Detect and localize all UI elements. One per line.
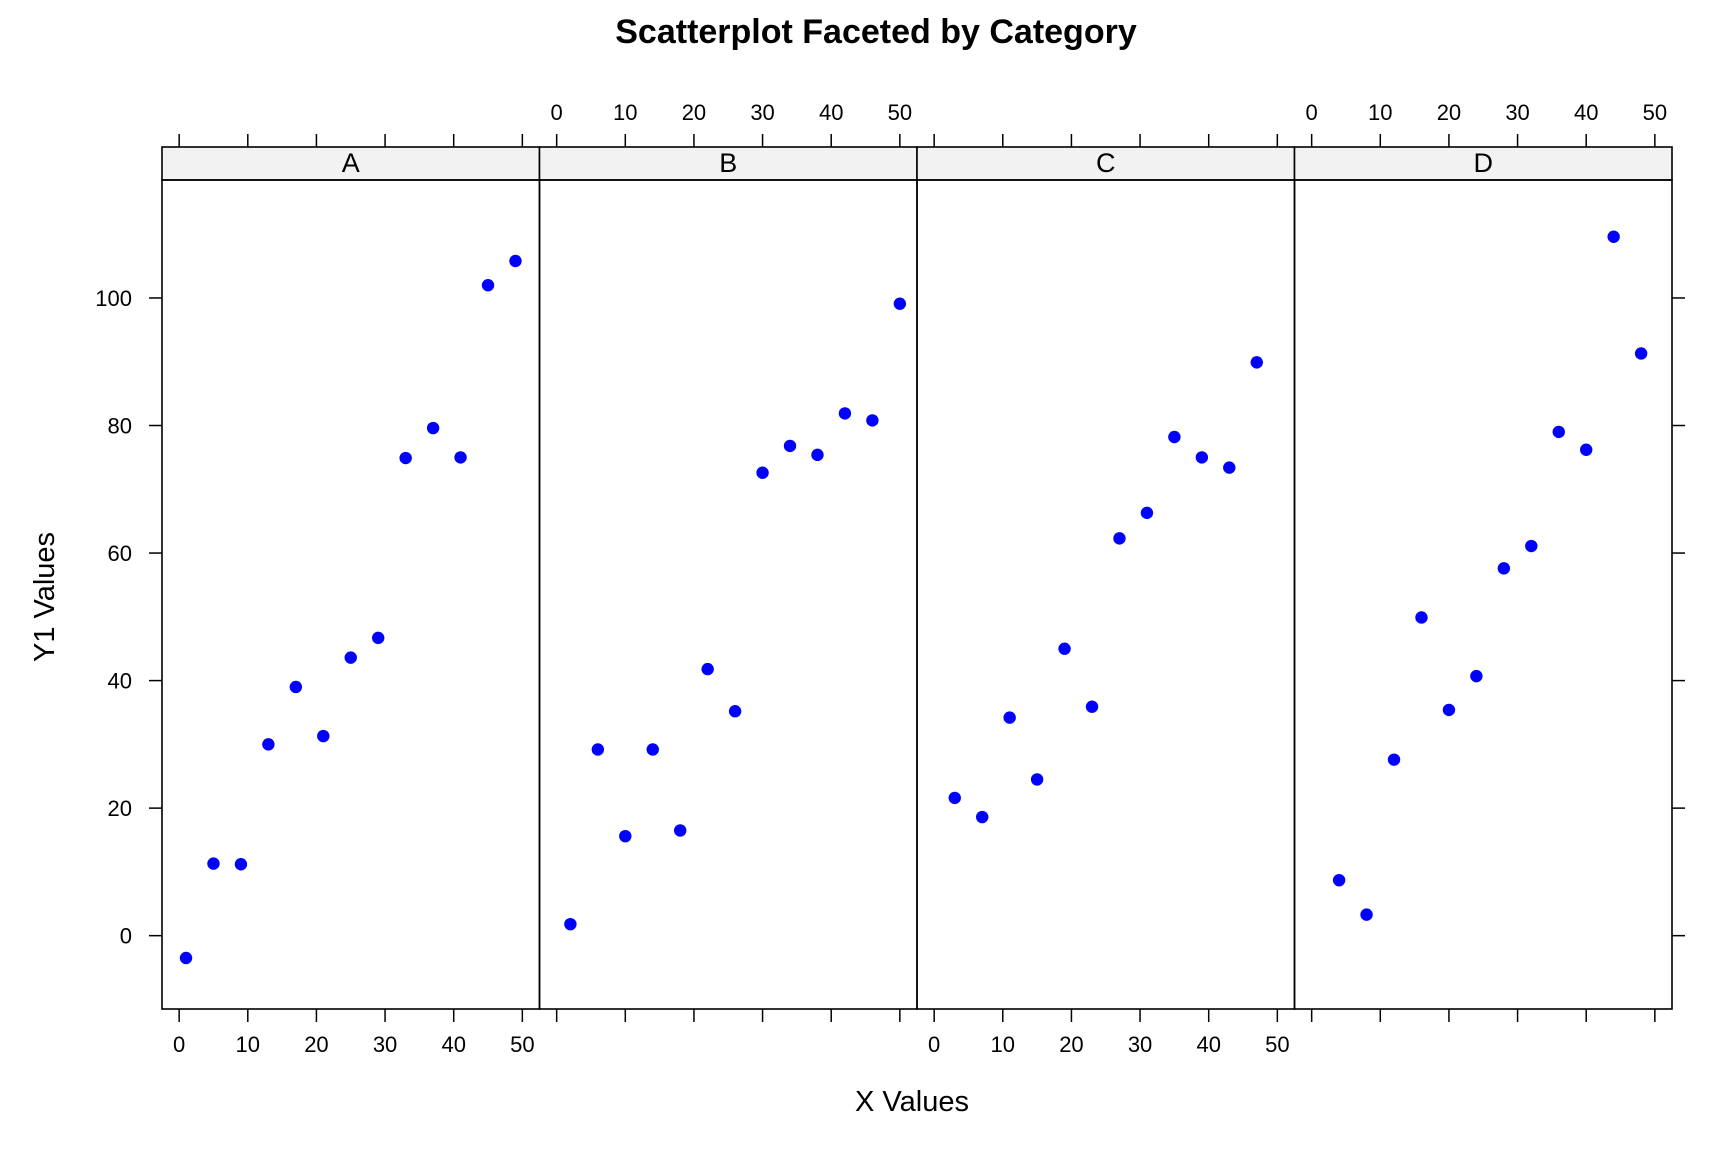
data-point-D [1387,753,1401,766]
data-point-C [1085,700,1099,713]
data-point-B [701,662,714,676]
x-tick-label: 20 [1437,100,1461,125]
data-point-C [948,791,961,805]
data-point-A [317,729,330,743]
chart-title: Scatterplot Faceted by Category [615,13,1137,51]
x-tick-label: 30 [1505,100,1529,125]
x-tick-label: 30 [1128,1032,1152,1057]
data-point-B [674,824,687,837]
data-point-A [234,858,248,871]
data-point-B [646,743,659,756]
panel-frame-D [1293,179,1673,1010]
x-tick-label: 10 [236,1032,260,1057]
data-point-D [1525,539,1538,553]
data-point-C [1003,711,1016,724]
x-tick-label: 50 [888,100,912,125]
x-tick-label: 20 [304,1032,328,1057]
y-tick-label: 60 [108,541,132,566]
data-point-A [289,680,303,694]
strip-C [916,146,1296,181]
data-point-A [509,254,522,268]
y-tick-label: 80 [108,414,132,439]
data-point-A [344,651,357,664]
strip-D [1293,146,1673,181]
strip-label-C: C [1096,148,1116,178]
data-point-B [811,448,824,462]
data-point-C [1195,451,1209,464]
data-point-D [1634,347,1648,360]
panel-frame-C [916,179,1296,1010]
x-axis-title: X Values [855,1086,969,1118]
data-point-D [1470,669,1483,683]
data-point-B [893,297,907,310]
x-tick-label: 40 [1196,1032,1220,1057]
data-point-B [564,917,577,931]
data-point-B [728,704,742,718]
strip-A [161,146,541,181]
x-tick-label: 40 [1574,100,1598,125]
y-tick-label: 0 [120,924,132,949]
data-point-B [783,439,797,453]
x-tick-label: 10 [613,100,637,125]
data-point-A [399,451,412,465]
x-tick-label: 10 [991,1032,1015,1057]
data-point-C [1030,773,1044,786]
x-tick-label: 50 [1643,100,1667,125]
panel-frame-B [538,179,918,1010]
data-point-D [1332,873,1346,887]
strip-label-B: B [719,148,737,178]
y-tick-label: 100 [95,286,132,311]
x-tick-label: 0 [173,1032,185,1057]
data-point-D [1607,230,1620,243]
y-tick-label: 20 [108,796,132,821]
x-tick-label: 30 [373,1032,397,1057]
data-point-A [481,279,495,292]
data-point-D [1442,703,1456,717]
data-point-A [426,421,440,435]
data-point-C [1058,642,1071,655]
data-point-C [1223,461,1236,474]
strip-B [538,146,918,181]
strip-label-A: A [342,148,360,178]
x-tick-label: 0 [928,1032,940,1057]
data-point-D [1360,908,1373,921]
x-tick-label: 20 [682,100,706,125]
data-point-D [1580,443,1593,456]
data-point-B [866,414,879,427]
data-point-D [1415,611,1428,624]
data-point-D [1497,562,1511,575]
data-point-A [372,631,385,645]
data-point-B [619,829,632,843]
data-point-C [1140,506,1154,520]
data-point-A [179,951,193,965]
data-point-B [756,466,769,479]
x-tick-label: 40 [441,1032,465,1057]
data-point-A [207,857,220,870]
data-point-A [454,451,467,464]
data-point-C [1250,356,1263,369]
x-tick-label: 0 [1306,100,1318,125]
x-tick-label: 0 [551,100,563,125]
strip-label-D: D [1474,148,1494,178]
panel-frame-A [161,179,541,1010]
x-tick-label: 10 [1368,100,1392,125]
y-tick-label: 40 [108,669,132,694]
x-tick-label: 40 [819,100,843,125]
data-point-C [1168,430,1181,444]
data-point-A [262,738,275,751]
x-tick-label: 50 [1265,1032,1289,1057]
data-point-C [976,810,989,824]
data-point-C [1113,532,1126,545]
x-tick-label: 20 [1059,1032,1083,1057]
data-point-D [1552,425,1565,439]
x-tick-label: 50 [510,1032,534,1057]
data-point-B [838,407,852,420]
panels-group: A 0 10 20 30 40 50 B 0 10 20 30 40 50 C 0 10 20 30 40 50 D 0 10… [95,100,1685,1057]
y-axis-title: Y1 Values [29,532,61,662]
x-tick-label: 30 [750,100,774,125]
data-point-B [591,743,605,756]
